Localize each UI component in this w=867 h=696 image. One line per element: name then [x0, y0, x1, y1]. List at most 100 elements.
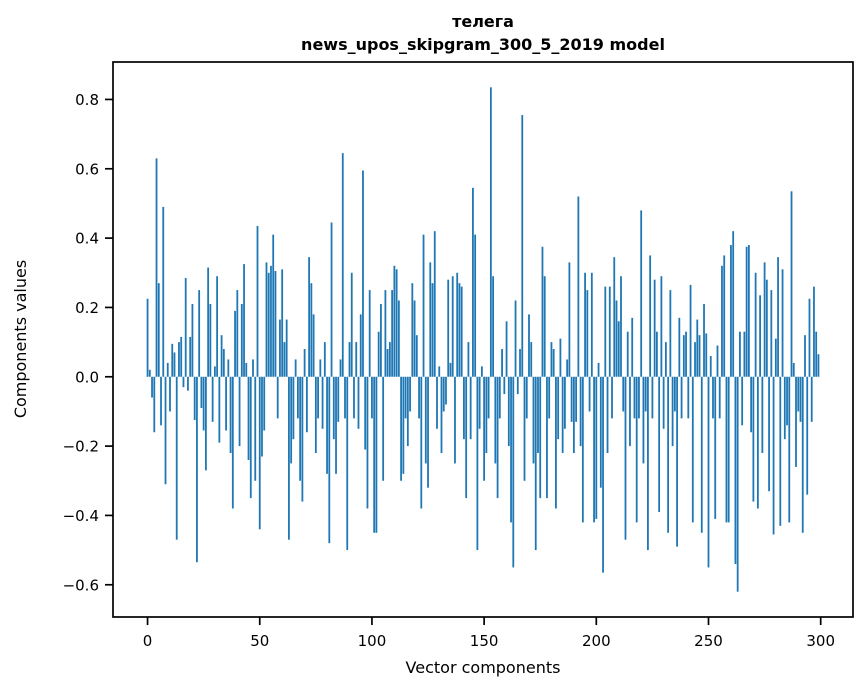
bar-component-0 — [146, 298, 149, 377]
bar-component-296 — [810, 376, 813, 422]
bar-component-288 — [792, 362, 795, 377]
bar-component-298 — [815, 331, 818, 377]
bar-component-261 — [732, 231, 735, 377]
bar-component-207 — [611, 376, 613, 419]
bar-component-198 — [590, 272, 593, 377]
bar-component-160 — [505, 321, 508, 377]
bar-component-224 — [649, 255, 652, 377]
bar-component-149 — [480, 366, 483, 377]
bar-component-255 — [718, 376, 721, 419]
bar-component-123 — [422, 234, 425, 377]
bar-component-135 — [449, 362, 452, 377]
chart-title: телега — [452, 12, 514, 31]
bar-component-191 — [575, 376, 578, 422]
bar-component-42 — [240, 303, 243, 377]
bar-component-208 — [613, 257, 616, 377]
bar-component-13 — [175, 376, 178, 540]
bar-component-227 — [656, 331, 658, 377]
axes-frame — [112, 61, 854, 618]
bar-component-82 — [330, 222, 333, 377]
bar-component-238 — [680, 376, 683, 419]
bar-component-146 — [474, 234, 477, 377]
bar-component-228 — [658, 376, 661, 512]
bar-component-293 — [804, 335, 806, 377]
bar-component-58 — [276, 376, 279, 419]
bar-component-71 — [305, 376, 308, 433]
bar-component-150 — [483, 376, 486, 481]
bar-component-294 — [806, 376, 809, 495]
bar-component-254 — [716, 345, 719, 377]
bar-component-70 — [303, 349, 306, 377]
bar-component-242 — [689, 284, 692, 377]
bar-component-55 — [270, 265, 272, 377]
bar-component-199 — [593, 376, 595, 523]
bar-component-28 — [209, 303, 212, 377]
bar-component-77 — [319, 359, 322, 377]
bar-component-51 — [261, 376, 263, 457]
bar-component-156 — [496, 376, 499, 499]
bar-component-126 — [429, 262, 432, 377]
bar-component-295 — [808, 298, 811, 377]
bar-component-23 — [198, 290, 201, 377]
bar-component-122 — [420, 376, 423, 509]
bar-component-270 — [752, 376, 755, 502]
bar-component-281 — [777, 257, 779, 377]
bar-component-217 — [633, 376, 636, 419]
bar-component-43 — [243, 264, 245, 377]
bar-component-41 — [238, 376, 241, 447]
bar-component-105 — [382, 376, 385, 481]
bar-component-112 — [397, 300, 400, 377]
bar-component-200 — [595, 376, 598, 519]
x-tick-label: 200 — [582, 632, 611, 650]
bar-component-215 — [629, 376, 631, 447]
bar-component-6 — [160, 376, 162, 426]
bar-component-209 — [615, 300, 618, 377]
bar-component-65 — [292, 376, 295, 440]
bar-component-22 — [196, 376, 198, 563]
bar-component-80 — [326, 376, 328, 474]
bar-component-277 — [768, 376, 770, 492]
bar-component-162 — [510, 376, 512, 523]
bar-component-73 — [310, 283, 313, 377]
bar-component-165 — [516, 376, 519, 395]
bar-component-107 — [386, 349, 389, 377]
bar-component-246 — [698, 335, 701, 377]
bar-component-45 — [247, 376, 250, 460]
bar-component-11 — [171, 343, 174, 377]
bar-component-5 — [157, 283, 160, 377]
bar-component-151 — [485, 376, 488, 454]
bar-component-49 — [256, 225, 259, 377]
bar-component-14 — [178, 342, 180, 377]
bar-component-201 — [597, 362, 600, 377]
bar-component-235 — [673, 376, 676, 412]
bar-component-142 — [465, 376, 468, 499]
bar-component-190 — [572, 376, 575, 454]
bar-component-136 — [451, 276, 454, 377]
bar-component-91 — [350, 272, 353, 377]
bar-component-205 — [606, 376, 609, 454]
bar-component-233 — [669, 290, 672, 377]
chart-subtitle: news_upos_skipgram_300_5_2019 model — [301, 35, 665, 54]
bar-component-139 — [458, 283, 461, 377]
bar-component-292 — [801, 376, 804, 533]
bar-component-25 — [202, 376, 205, 431]
bar-component-120 — [415, 335, 418, 377]
bar-component-38 — [231, 376, 234, 509]
bar-component-218 — [635, 376, 638, 523]
bar-component-244 — [694, 342, 696, 377]
x-axis-ticks: 0 50 100 150 200 250 300 — [143, 617, 835, 650]
bar-component-272 — [756, 376, 759, 509]
bar-component-236 — [676, 376, 678, 547]
bar-component-54 — [267, 272, 270, 377]
bar-component-182 — [555, 376, 557, 509]
bar-component-194 — [581, 376, 584, 523]
bar-component-253 — [714, 376, 717, 519]
bar-component-297 — [813, 286, 815, 377]
y-axis-label-text: Components values — [11, 259, 30, 419]
bar-component-21 — [193, 376, 196, 421]
bar-component-99 — [368, 290, 371, 377]
bar-component-12 — [173, 352, 176, 377]
y-tick-label: 0.2 — [75, 299, 99, 317]
x-axis-label: Vector components — [405, 658, 561, 677]
